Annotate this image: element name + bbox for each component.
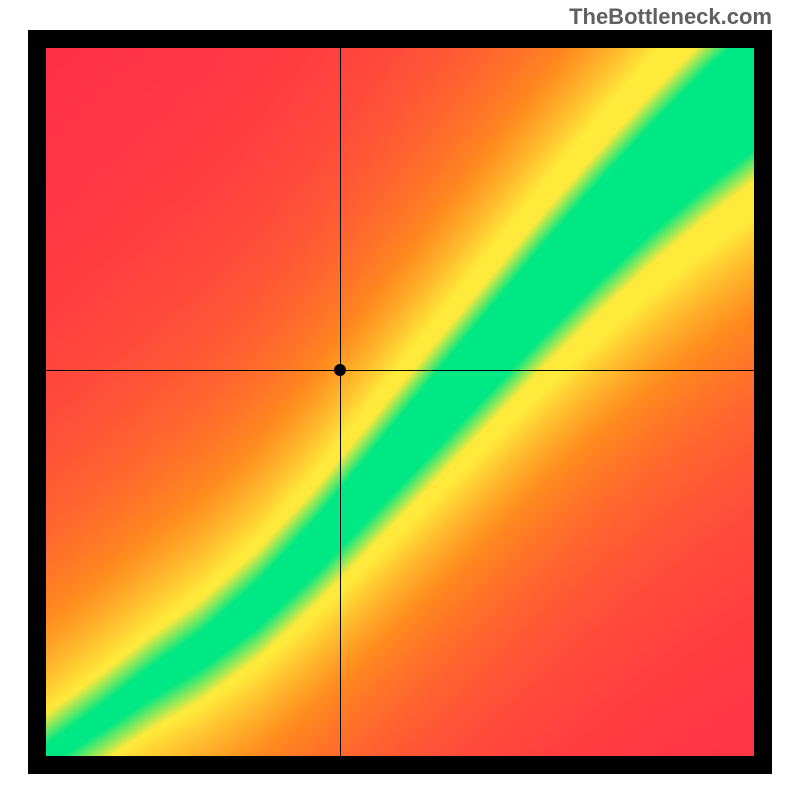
plot-area [46,48,754,756]
figure-container: TheBottleneck.com [0,0,800,800]
attribution-text: TheBottleneck.com [569,4,772,30]
heatmap-canvas [46,48,754,756]
plot-frame [28,30,772,774]
